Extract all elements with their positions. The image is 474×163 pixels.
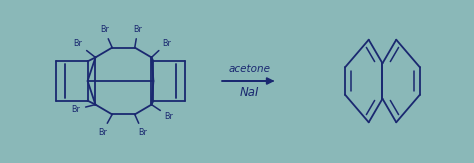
Text: Br: Br xyxy=(72,105,80,114)
Text: acetone: acetone xyxy=(229,64,271,74)
Text: Br: Br xyxy=(133,25,142,34)
Text: Br: Br xyxy=(73,39,82,48)
Text: Br: Br xyxy=(100,25,109,34)
Text: Br: Br xyxy=(165,112,173,121)
Text: Br: Br xyxy=(98,128,107,137)
Text: NaI: NaI xyxy=(240,86,260,99)
Text: Br: Br xyxy=(138,128,147,137)
Text: Br: Br xyxy=(162,39,171,48)
